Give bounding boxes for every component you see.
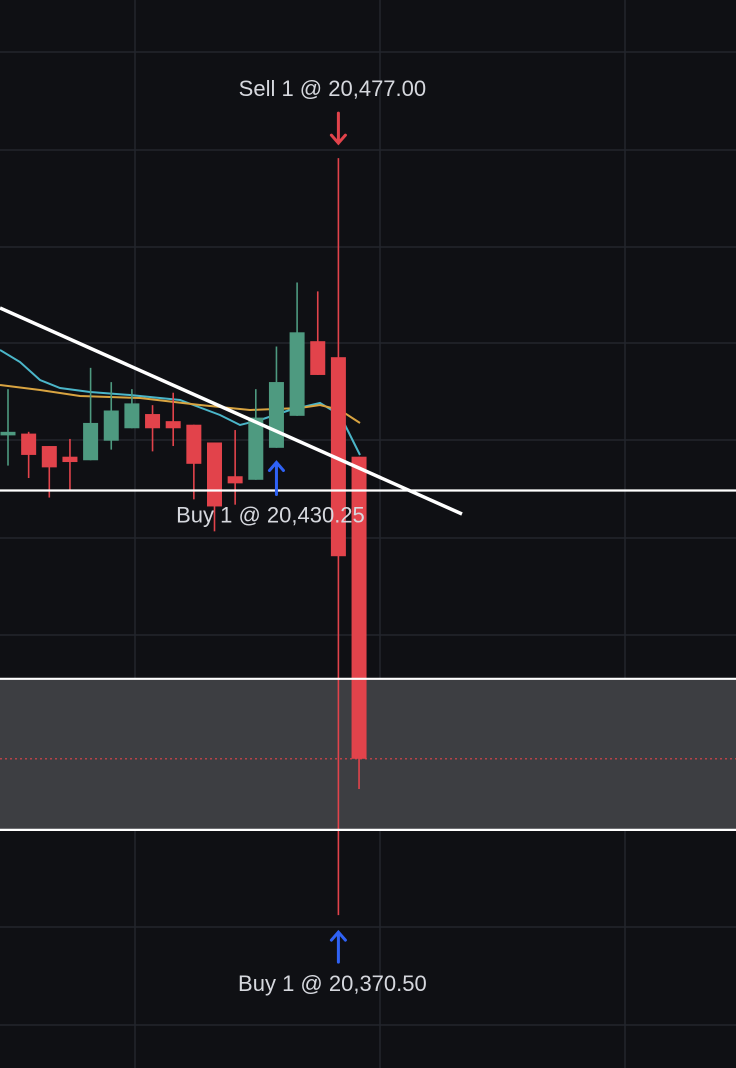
candle-body (227, 476, 243, 484)
trade-arrow (267, 460, 285, 496)
candle-body (165, 421, 181, 429)
candle-body (21, 433, 37, 455)
moving-average-fast (0, 349, 361, 456)
candle-body (351, 456, 367, 759)
levels (0, 489, 736, 831)
trade-arrow (329, 929, 347, 964)
candle-body (0, 431, 16, 436)
trend-line (0, 306, 463, 516)
candle-body (310, 341, 326, 375)
candle-body (207, 442, 222, 507)
candle-body (268, 382, 284, 448)
trade-label: Sell 1 @ 20,477.00 (239, 76, 426, 101)
candle-body (83, 422, 99, 461)
candle-body (248, 417, 264, 480)
trade-label: Buy 1 @ 20,370.50 (238, 971, 427, 996)
candle-body (330, 357, 346, 557)
candle-body (124, 403, 140, 429)
candle-body (186, 424, 202, 464)
candle-body (289, 332, 305, 416)
trade-arrow (329, 111, 347, 146)
candle-body (145, 414, 161, 429)
candle-body (103, 410, 119, 441)
zone-layer (0, 678, 736, 830)
candle-body (62, 456, 78, 463)
trade-label: Buy 1 @ 20,430.25 (176, 502, 365, 527)
candle-body (41, 446, 57, 468)
annotations: Sell 1 @ 20,477.00 Buy 1 @ 20,430.25 Buy 1… (176, 76, 427, 996)
zone (0, 678, 736, 830)
